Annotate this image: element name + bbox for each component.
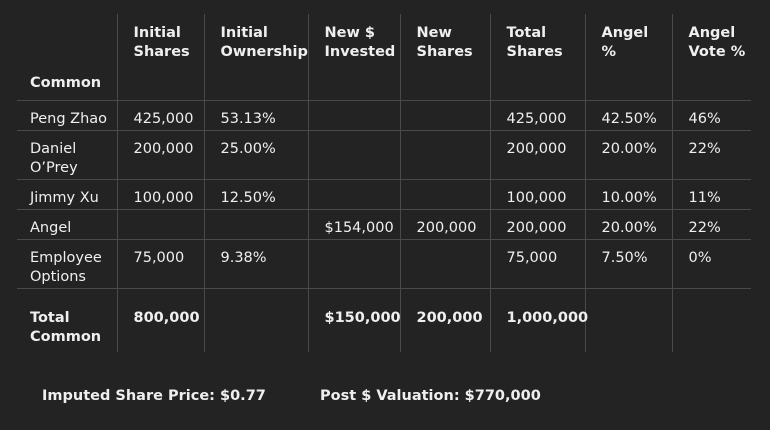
cell-total-shares: 200,000 bbox=[489, 129, 585, 179]
cell-new-shares: 200,000 bbox=[399, 208, 490, 239]
cell-initial-ownership: 25.00% bbox=[203, 129, 308, 179]
header-total-shares: Total Shares bbox=[489, 14, 585, 100]
cell-total-shares: 425,000 bbox=[489, 99, 585, 130]
header-angel-pct: Angel% bbox=[584, 14, 672, 100]
cell-angel-pct: 20.00% bbox=[584, 208, 672, 239]
table-row: Daniel O’Prey 200,000 25.00% 200,000 20.0… bbox=[17, 129, 751, 179]
cell-initial-shares: 425,000 bbox=[116, 99, 204, 130]
cell-initial-ownership bbox=[203, 208, 308, 239]
header-common: Common bbox=[30, 74, 102, 91]
header-angel-vote: Angel Vote % bbox=[671, 14, 751, 100]
cell-initial-shares: 100,000 bbox=[116, 178, 204, 209]
table-row: Employee Options 75,000 9.38% 75,000 7.50… bbox=[17, 238, 751, 288]
cell-angel-vote: 22% bbox=[671, 208, 751, 239]
row-label: Angel bbox=[17, 208, 117, 239]
cell-new-invested bbox=[307, 238, 400, 288]
row-label: Total Common bbox=[17, 287, 117, 352]
cell-angel-vote: 22% bbox=[671, 129, 751, 179]
cell-initial-ownership: 12.50% bbox=[203, 178, 308, 209]
cell-total-shares: 75,000 bbox=[489, 238, 585, 288]
cell-initial-shares: 800,000 bbox=[116, 287, 204, 352]
table-row: Angel $154,000 200,000 200,000 20.00% 22… bbox=[17, 208, 751, 239]
imputed-share-price: Imputed Share Price: $0.77 bbox=[42, 388, 266, 404]
row-label: Peng Zhao bbox=[17, 99, 117, 130]
cap-table-container: Common Initial Shares Initial Ownership Ne… bbox=[17, 14, 751, 352]
cell-initial-ownership: 53.13% bbox=[203, 99, 308, 130]
cell-initial-shares: 75,000 bbox=[116, 238, 204, 288]
cell-angel-vote bbox=[671, 287, 751, 352]
cell-angel-pct: 42.50% bbox=[584, 99, 672, 130]
row-label: Daniel O’Prey bbox=[17, 129, 117, 179]
valuation-footer: Imputed Share Price: $0.77 Post $ Valuat… bbox=[42, 388, 541, 404]
cell-angel-pct: 10.00% bbox=[584, 178, 672, 209]
row-label: Jimmy Xu bbox=[17, 178, 117, 209]
cell-new-invested bbox=[307, 99, 400, 130]
cell-new-invested bbox=[307, 129, 400, 179]
row-label: Employee Options bbox=[17, 238, 117, 288]
cell-total-shares: 100,000 bbox=[489, 178, 585, 209]
cell-new-shares bbox=[399, 129, 490, 179]
cell-new-invested: $154,000 bbox=[307, 208, 400, 239]
table-row: Peng Zhao 425,000 53.13% 425,000 42.50% … bbox=[17, 99, 751, 130]
header-new-invested: New $ Invested bbox=[307, 14, 400, 100]
header-new-shares: New Shares bbox=[399, 14, 490, 100]
cell-initial-shares: 200,000 bbox=[116, 129, 204, 179]
cell-total-shares: 1,000,000 bbox=[489, 287, 588, 352]
cell-angel-pct: 20.00% bbox=[584, 129, 672, 179]
cell-angel-vote: 46% bbox=[671, 99, 751, 130]
cell-angel-pct: 7.50% bbox=[584, 238, 672, 288]
cell-new-invested: $150,000 bbox=[307, 287, 401, 352]
cell-initial-shares bbox=[116, 208, 204, 239]
cell-new-shares bbox=[399, 238, 490, 288]
cell-initial-ownership bbox=[203, 287, 308, 352]
header-initial-ownership: Initial Ownership bbox=[203, 14, 308, 100]
total-row: Total Common 800,000 $150,000 200,000 1,0… bbox=[17, 287, 751, 352]
cell-initial-ownership: 9.38% bbox=[203, 238, 308, 288]
cell-total-shares: 200,000 bbox=[489, 208, 585, 239]
table-row: Jimmy Xu 100,000 12.50% 100,000 10.00% 1… bbox=[17, 178, 751, 209]
cell-angel-vote: 0% bbox=[671, 238, 751, 288]
cell-new-shares bbox=[399, 178, 490, 209]
cell-angel-pct bbox=[584, 287, 672, 352]
cell-new-invested bbox=[307, 178, 400, 209]
cell-angel-vote: 11% bbox=[671, 178, 751, 209]
header-row: Common Initial Shares Initial Ownership Ne… bbox=[17, 14, 751, 100]
cell-new-shares bbox=[399, 99, 490, 130]
header-initial-shares: Initial Shares bbox=[116, 14, 204, 100]
post-valuation: Post $ Valuation: $770,000 bbox=[320, 388, 541, 404]
cap-table: Common Initial Shares Initial Ownership Ne… bbox=[17, 14, 751, 352]
cell-new-shares: 200,000 bbox=[399, 287, 490, 352]
